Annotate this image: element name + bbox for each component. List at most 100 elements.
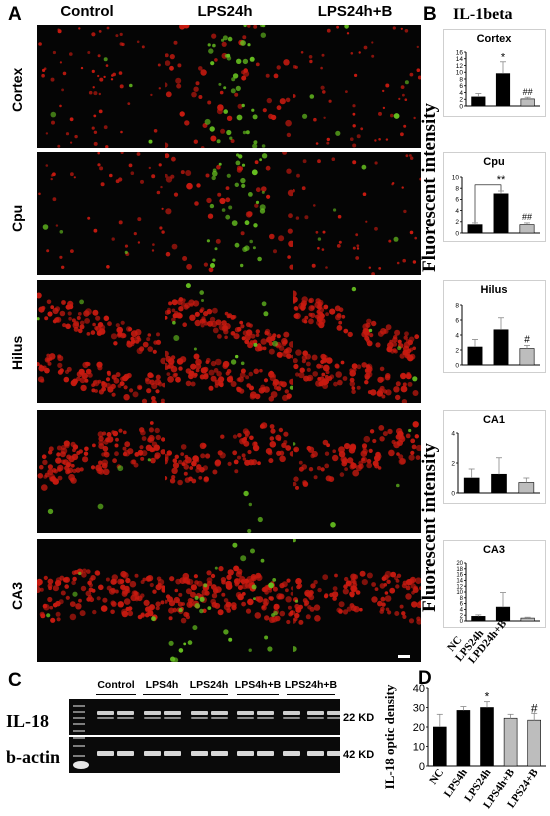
y-tick-label: 16	[456, 49, 464, 56]
panel-b-title: IL-1beta	[453, 6, 513, 23]
il18-band	[327, 717, 344, 719]
bactin-band	[283, 751, 300, 756]
ladder-band	[73, 717, 85, 719]
y-tick-label: 0	[455, 362, 459, 369]
western-blot-image	[69, 699, 344, 773]
y-tick-label: 0	[460, 619, 464, 625]
significance-mark: **	[497, 174, 506, 186]
panel-label-c: C	[8, 670, 22, 691]
significance-mark: #	[524, 335, 530, 346]
chart-ca3: CA3 0 2 4 6 8 10 12 14 16 18 20	[443, 540, 546, 628]
bar	[495, 606, 511, 622]
chart-title: Cpu	[483, 156, 504, 168]
y-tick-label: 20	[413, 722, 425, 734]
il18-band	[211, 717, 228, 719]
il18-band	[327, 711, 344, 715]
bactin-band	[307, 751, 324, 756]
y-axis-label: IL-18 optic density	[382, 684, 397, 789]
y-tick-label: 10	[456, 70, 464, 77]
bar	[467, 346, 483, 366]
il18-band	[164, 717, 181, 719]
il18-band	[191, 711, 208, 715]
lane-underline	[237, 694, 279, 695]
scale-bar	[398, 655, 410, 658]
bar	[471, 96, 486, 107]
y-tick-label: 6	[459, 83, 463, 90]
ladder-band	[73, 705, 85, 707]
bactin-band	[237, 751, 254, 756]
bar	[518, 482, 535, 494]
lane-underline	[143, 694, 181, 695]
micrograph-image	[293, 152, 421, 275]
bar	[463, 477, 480, 494]
y-tick-label: 16	[456, 573, 463, 579]
chart-title: CA3	[483, 544, 505, 556]
bactin-band	[211, 751, 228, 756]
significance-mark: ##	[522, 212, 532, 222]
micrograph-image	[37, 280, 165, 403]
bactin-band	[117, 751, 134, 756]
micrograph-image	[165, 410, 293, 533]
il18-band	[237, 717, 254, 719]
chart-title: Hilus	[481, 284, 508, 296]
chart-ca1-svg: CA1 0 2 4	[451, 414, 540, 497]
bar	[491, 473, 507, 494]
y-tick-label: 6	[460, 602, 464, 608]
y-tick-label: 4	[455, 332, 459, 339]
il18-band	[307, 711, 324, 715]
il18-band	[117, 711, 134, 715]
significance-mark: *	[501, 51, 506, 63]
panel-b-ylabel-bottom: Fluorescent intensity	[419, 442, 440, 612]
chart-title: CA1	[483, 414, 505, 426]
il18-band	[117, 717, 134, 719]
il18-band	[283, 717, 300, 719]
lane-underline	[287, 694, 335, 695]
lane-underline	[96, 694, 136, 695]
lane-label-lps24h-b: LPS24h+B	[284, 679, 338, 691]
column-header-control: Control	[60, 3, 114, 20]
il18-band	[307, 717, 324, 719]
il18-band	[164, 711, 181, 715]
panel-label-a: A	[8, 4, 22, 25]
micrograph-image	[37, 539, 165, 662]
y-tick-label: 4	[460, 608, 464, 614]
bactin-band	[191, 751, 208, 756]
bactin-band	[144, 751, 161, 756]
micrograph-image	[293, 280, 421, 403]
bar	[495, 73, 511, 107]
y-tick-label: 8	[455, 302, 459, 309]
x-tick-label: NC	[427, 767, 446, 787]
y-tick-label: 30	[413, 702, 425, 714]
y-tick-label: 8	[460, 596, 464, 602]
il18-band	[257, 711, 274, 715]
y-tick-label: 20	[456, 561, 463, 567]
ladder-band	[73, 745, 85, 747]
micrograph-image	[293, 410, 421, 533]
y-tick-label: 40	[413, 683, 425, 695]
ladder-band	[73, 755, 85, 757]
il18-band	[283, 711, 300, 715]
bactin-band	[97, 751, 114, 756]
column-header-lps24h: LPS24h	[197, 3, 253, 20]
panel-b-xlabels: NC LPS24h LPD24h+B	[445, 618, 510, 666]
significance-mark: ##	[523, 87, 533, 97]
ladder-band	[73, 711, 85, 713]
y-tick-label: 2	[451, 460, 455, 467]
lane-underline	[190, 694, 228, 695]
y-tick-label: 0	[455, 230, 459, 237]
bactin-band	[327, 751, 344, 756]
bar	[480, 707, 494, 767]
bar	[456, 710, 471, 767]
bar	[519, 348, 535, 366]
chart-cortex: Cortex 0 2 4 6 8 10 12 14 16 * ##	[443, 29, 546, 117]
chart-title: Cortex	[477, 33, 513, 45]
micrograph-image	[37, 410, 165, 533]
panel-label-b: B	[423, 4, 437, 25]
y-tick-label: 0	[451, 490, 455, 497]
ladder-band	[73, 730, 85, 732]
bar	[503, 717, 518, 767]
row-label-hilus: Hilus	[9, 335, 25, 370]
bar	[493, 193, 509, 234]
y-tick-label: 10	[413, 741, 425, 753]
